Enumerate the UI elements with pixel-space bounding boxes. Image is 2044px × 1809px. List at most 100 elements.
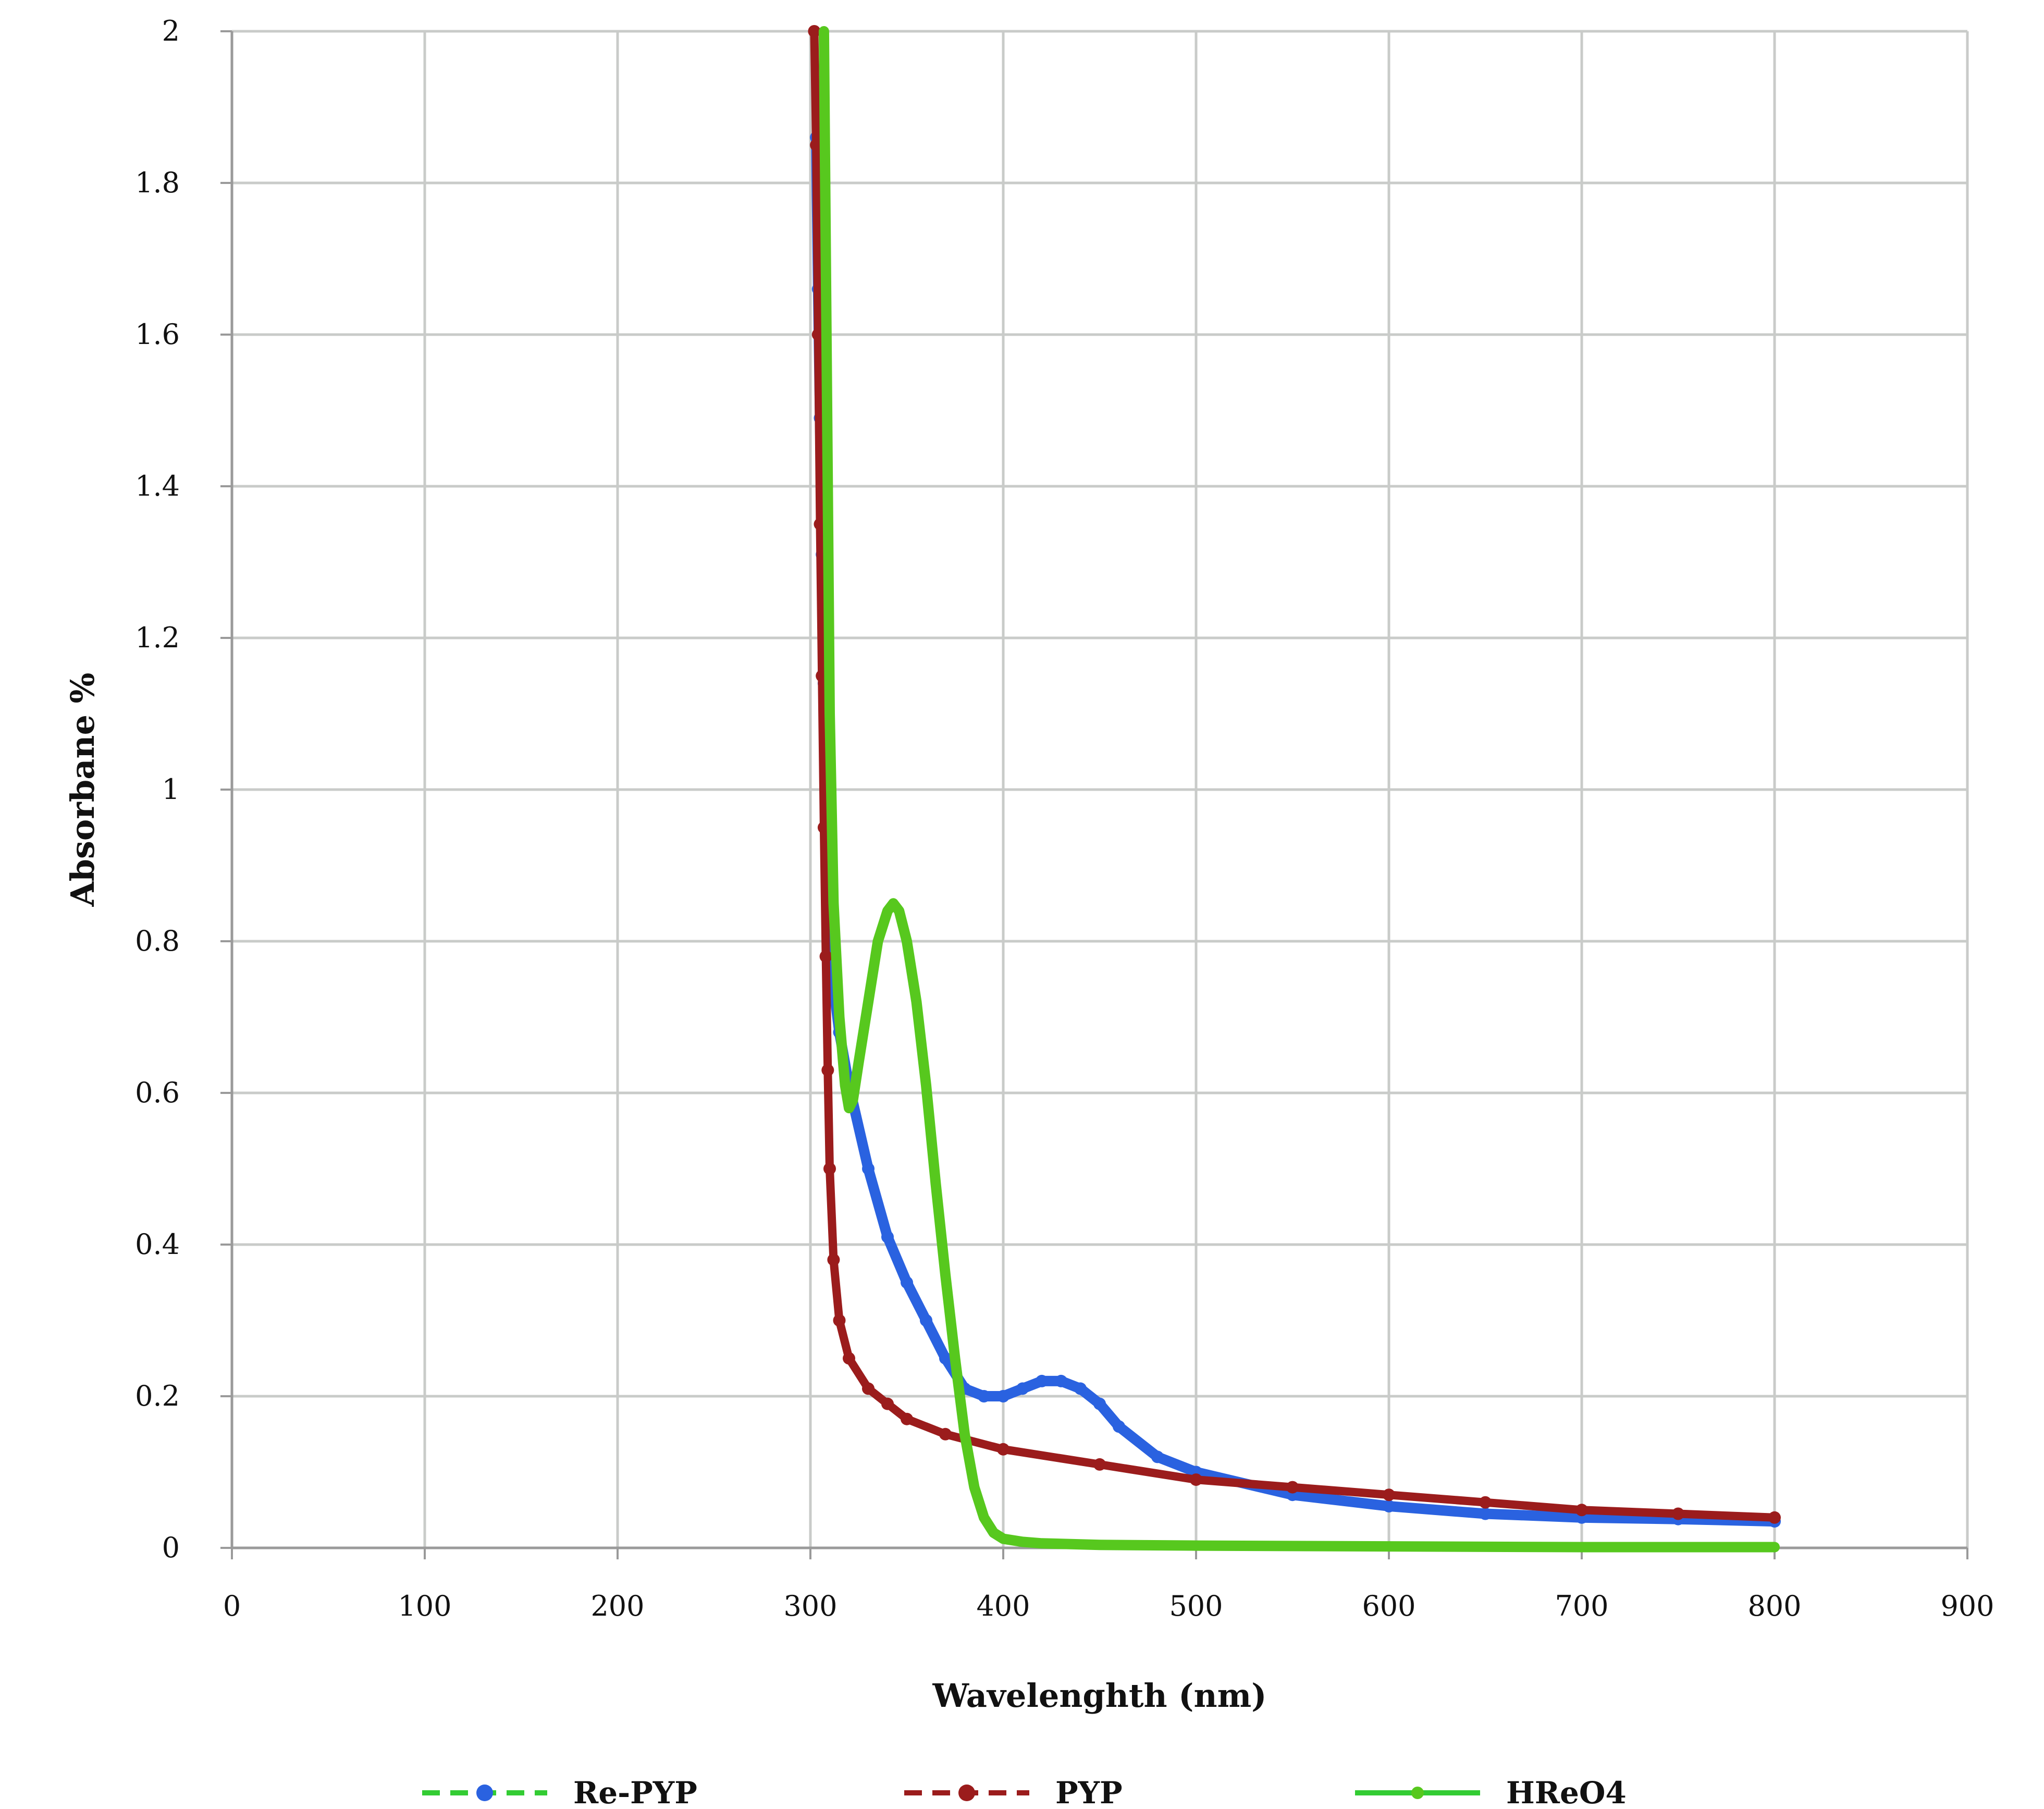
data-point [1383,1488,1395,1502]
data-point [862,1382,875,1395]
legend-swatch-marker [958,1785,975,1801]
x-tick-label: 300 [783,1590,837,1622]
y-tick-label: 1.2 [135,621,180,654]
data-point [834,1012,844,1022]
data-point [819,950,832,963]
data-point [901,1412,913,1425]
data-point [823,1162,836,1175]
data-point [1093,1458,1106,1471]
y-tick-label: 0 [162,1531,180,1564]
y-tick-label: 1.8 [135,166,180,199]
data-point [969,1482,979,1492]
legend-swatch-marker [1411,1787,1424,1799]
data-point [1093,1397,1106,1410]
data-point [999,1534,1008,1544]
x-tick-label: 0 [223,1590,241,1622]
data-point [902,937,912,946]
legend-item-re-pyp: Re-PYP [422,1775,697,1809]
data-point [829,899,839,908]
data-point [997,1443,1009,1456]
tick-labels: 0 100 200 300 400 500 600 700 800 900 0 0.2 0.4 0.6 0.… [135,15,1994,1622]
legend-label: PYP [1055,1775,1123,1806]
data-point [808,25,821,38]
x-tick-label: 800 [1747,1590,1801,1622]
data-point [1036,1374,1048,1387]
data-point [1672,1507,1684,1520]
y-tick-label: 1.6 [135,318,180,351]
y-tick-label: 2 [162,15,180,47]
data-point [1016,1382,1029,1395]
data-point [941,1270,950,1280]
legend: Re-PYP PYP HReO4 [422,1775,1627,1809]
data-point [848,1096,858,1105]
data-point [825,709,834,719]
x-axis-title: Wavelenghth (nm) [932,1677,1266,1715]
data-point [823,482,833,491]
y-tick-label: 0.4 [135,1228,180,1261]
data-point [881,1397,894,1410]
data-point [978,1390,990,1402]
data-point [989,1528,999,1537]
data-point [827,1253,840,1266]
data-point [810,139,823,152]
data-point [1383,1500,1395,1512]
data-point [939,1427,952,1441]
data-point [854,1057,864,1067]
data-point [901,1276,913,1289]
data-point [873,937,883,946]
data-point [931,1179,941,1189]
data-point [843,1352,855,1365]
data-point [833,1314,846,1327]
series-pyp [808,25,1781,1524]
data-point [844,1103,854,1113]
data-point [889,899,898,908]
data-point [883,906,892,916]
x-tick-label: 100 [398,1590,451,1622]
data-point [1113,1420,1125,1433]
data-point [950,1353,960,1363]
data-point [1577,1542,1586,1552]
data-point [864,997,873,1007]
series-hreo4 [818,26,1780,1553]
legend-item-hreo4: HReO4 [1355,1775,1627,1809]
data-point [1055,1374,1067,1387]
data-point [1074,1382,1087,1395]
y-tick-label: 0.8 [135,925,180,957]
data-point [1018,1537,1027,1547]
data-point [1037,1539,1046,1548]
data-point [1768,1511,1781,1524]
x-tick-label: 500 [1169,1590,1223,1622]
data-point [939,1352,952,1365]
data-point [1384,1542,1394,1552]
x-tick-label: 700 [1555,1590,1608,1622]
data-point [819,27,829,36]
y-tick-label: 0.6 [135,1076,180,1109]
x-tick-label: 400 [976,1590,1030,1622]
series-line [810,27,1779,1522]
data-point [821,1064,834,1077]
y-tick-label: 1.4 [135,470,180,502]
series-line [811,132,1780,1527]
y-tick-label: 0.2 [135,1380,180,1412]
data-point [920,1314,932,1327]
data-point [1770,1542,1779,1552]
data-point [979,1512,989,1522]
y-axis-title: Absorbane % [64,673,102,907]
y-tick-label: 1 [162,773,180,806]
axes [220,30,1968,1559]
data-point [881,1230,894,1244]
legend-label: Re-PYP [573,1775,697,1806]
data-point [1479,1507,1492,1520]
legend-swatch-marker [476,1785,493,1801]
legend-label: HReO4 [1506,1775,1627,1806]
data-point [921,1080,931,1090]
data-point [997,1390,1009,1402]
data-point [821,254,831,264]
data-point [840,1080,850,1090]
data-point [960,1429,969,1439]
data-point [1286,1481,1299,1494]
data-point [894,906,904,916]
legend-item-pyp: PYP [904,1775,1123,1809]
